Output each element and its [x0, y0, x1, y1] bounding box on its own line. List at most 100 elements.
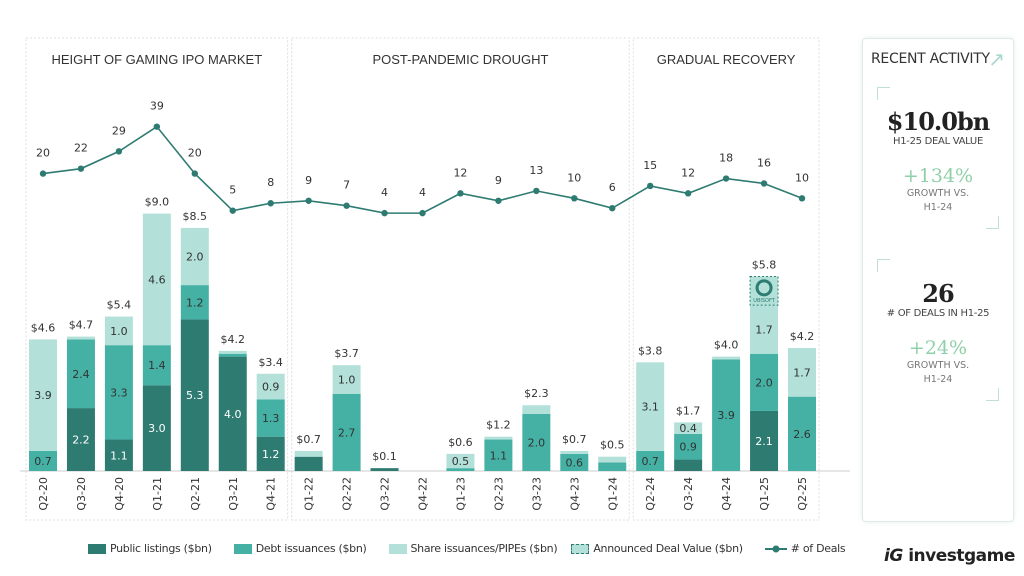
deal-count-label: 12	[681, 166, 695, 179]
x-tick-label: Q1-23	[454, 477, 467, 511]
bar-segment	[636, 362, 665, 451]
segment-label: 2.0	[186, 251, 204, 264]
bar-segment	[66, 339, 95, 409]
bar-segment	[218, 356, 247, 471]
segment-label: 0.7	[641, 455, 659, 468]
bar-segment	[749, 276, 779, 306]
bar-segment	[66, 408, 95, 471]
bar-segment	[522, 413, 551, 471]
bar-segment	[218, 353, 247, 357]
bar-segment	[256, 399, 285, 437]
total-label: $4.6	[31, 321, 56, 334]
growth-label: H1-24	[923, 374, 953, 385]
bar-segment	[598, 456, 627, 463]
bar-segment	[142, 385, 171, 471]
x-tick-label: Q4-24	[720, 477, 733, 511]
segment-label: 3.9	[717, 409, 735, 422]
growth-label: H1-24	[923, 202, 953, 213]
deal-count-label: 20	[36, 147, 50, 160]
bar-segment	[29, 450, 57, 471]
bar-segment	[446, 453, 475, 469]
bar-segment	[674, 422, 703, 434]
x-tick-label: Q4-23	[568, 477, 581, 511]
arrow-up-right-icon[interactable]: ↗	[988, 47, 1005, 71]
deal-count-label: 4	[419, 186, 426, 199]
period-title: HEIGHT OF GAMING IPO MARKET	[52, 52, 263, 67]
segment-label: 3.9	[34, 389, 52, 402]
segment-label: 2.0	[528, 436, 546, 449]
deal-count-label: 16	[757, 156, 771, 169]
x-tick-label: Q1-22	[303, 477, 316, 511]
segment-label: 1.4	[148, 359, 166, 372]
x-tick-label: Q3-22	[379, 477, 392, 511]
x-tick-label: Q4-22	[417, 477, 430, 511]
deal-count-label: 18	[719, 152, 733, 165]
total-label: $2.3	[524, 387, 549, 400]
deal-count-label: 39	[150, 100, 164, 113]
deal-point	[495, 197, 502, 204]
segment-label: 0.4	[679, 422, 697, 435]
bar-segment	[674, 459, 703, 471]
deal-value-label: H1-25 DEAL VALUE	[893, 136, 983, 147]
total-label: $4.0	[714, 339, 739, 352]
bar-segment	[256, 436, 285, 471]
bar-segment	[332, 365, 361, 394]
segment-label: 1.1	[110, 449, 128, 462]
legend: Public listings ($bn) Debt issuances ($b…	[88, 542, 846, 555]
bar-segment	[598, 462, 627, 471]
deal-count-label: # OF DEALS IN H1-25	[886, 308, 990, 319]
deal-point	[191, 170, 198, 177]
x-tick-label: Q2-20	[37, 477, 50, 511]
deal-point	[760, 180, 768, 187]
bar-segment	[332, 393, 361, 471]
total-label: $0.1	[372, 450, 397, 463]
x-tick-label: Q2-21	[189, 477, 202, 511]
deal-point	[39, 170, 47, 177]
bar-segment	[636, 450, 665, 471]
x-tick-label: Q3-21	[227, 477, 240, 511]
deal-count-label: 5	[229, 184, 236, 197]
deal-point	[229, 207, 236, 214]
deal-point	[115, 148, 123, 155]
legend-deals: # of Deals	[764, 542, 846, 555]
legend-announced: Announced Deal Value ($bn)	[571, 542, 743, 555]
segment-label: 2.4	[72, 368, 90, 381]
total-label: $4.2	[790, 330, 815, 343]
bar-segment	[104, 316, 133, 346]
total-label: $3.7	[334, 347, 359, 360]
deal-count-label: 6	[609, 181, 616, 194]
x-tick-label: Q4-21	[265, 477, 278, 511]
deal-count: 26	[922, 279, 954, 308]
bar-segment	[66, 336, 95, 340]
total-label: $3.4	[258, 356, 283, 369]
recent-activity-title: RECENT ACTIVITY	[871, 51, 990, 67]
bar-segment	[104, 439, 133, 471]
segment-label: 3.3	[110, 386, 128, 399]
segment-label: 4.6	[148, 273, 166, 286]
deal-point	[419, 209, 426, 217]
bar-segment	[788, 396, 816, 471]
bar-segment	[712, 356, 741, 360]
deal-count-label: 9	[305, 174, 312, 187]
bar-segment	[788, 348, 816, 397]
bar-segment	[712, 359, 741, 471]
bar-segment	[256, 373, 285, 400]
deal-count-label: 9	[495, 174, 502, 187]
deal-point	[571, 195, 578, 202]
bar-segment	[142, 213, 171, 346]
total-label: $8.5	[183, 210, 208, 223]
legend-public: Public listings ($bn)	[88, 542, 212, 555]
total-label: $4.7	[69, 319, 94, 332]
deal-point	[798, 195, 806, 202]
deal-point	[305, 197, 312, 204]
segment-label: 0.9	[679, 441, 697, 454]
period-title: GRADUAL RECOVERY	[657, 52, 796, 67]
x-tick-label: Q3-20	[75, 477, 88, 511]
segment-label: 1.7	[793, 366, 811, 379]
bar-segment	[218, 350, 247, 354]
segment-label: 0.7	[34, 455, 52, 468]
segment-label: 3.0	[148, 422, 166, 435]
deal-count-label: 8	[267, 176, 274, 189]
bar-segment	[104, 345, 133, 440]
bar-segment	[142, 345, 171, 386]
